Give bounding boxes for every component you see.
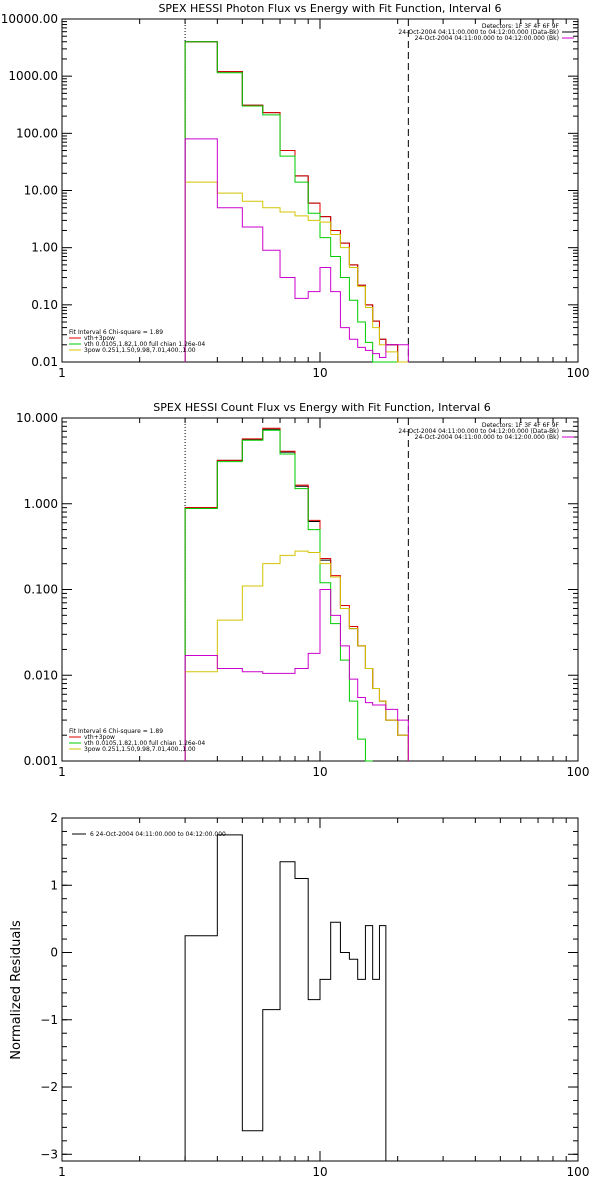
legend-bottom-entry: vth+3pow xyxy=(84,335,115,342)
series-data-bk xyxy=(184,428,409,761)
x-tick-label: 10 xyxy=(312,765,327,779)
legend-top-entry: 24-Oct-2004 04:11:00.000 to 04:12:00.000… xyxy=(415,35,559,42)
legend-bottom-entry: Fit Interval 6 Chi-square = 1.89 xyxy=(69,329,163,336)
y-tick-label: −2 xyxy=(40,1080,58,1094)
y-tick-label: 2 xyxy=(50,811,58,825)
series-3pow xyxy=(184,181,409,363)
series-3pow xyxy=(184,550,409,761)
count-flux-panel: SPEX HESSI Count Flux vs Energy with Fit… xyxy=(16,401,589,779)
y-tick-label: 1000.00 xyxy=(8,69,58,83)
legend-bottom-entry: vth 0.0105,1.82,1.00 full chian 1.26e-04 xyxy=(84,740,205,747)
x-tick-label: 100 xyxy=(567,366,590,380)
y-tick-label: 0.100 xyxy=(24,583,58,597)
photon-flux-title: SPEX HESSI Photon Flux vs Energy with Fi… xyxy=(158,2,501,15)
y-tick-label: 10.000 xyxy=(16,411,58,425)
y-tick-label: 10.00 xyxy=(24,184,58,198)
x-tick-label: 10 xyxy=(312,1165,327,1179)
legend-bottom-entry: vth 0.0105,1.82,1.00 full chian 1.26e-04 xyxy=(84,341,205,348)
residuals-legend: 6 24-Oct-2004 04:11:00.000 to 04:12:00.0… xyxy=(72,831,226,838)
y-tick-label: 0.010 xyxy=(24,668,58,682)
y-tick-label: 1.000 xyxy=(24,497,58,511)
x-tick-label: 10 xyxy=(312,366,327,380)
x-tick-label: 100 xyxy=(567,765,590,779)
photon-flux-panel: SPEX HESSI Photon Flux vs Energy with Fi… xyxy=(1,2,590,380)
legend-entry: 6 24-Oct-2004 04:11:00.000 to 04:12:00.0… xyxy=(90,831,226,838)
legend-bottom-entry: 3pow 0.251,1.50,9.98,7.01,400.,1.00 xyxy=(84,746,196,753)
legend-bottom-entry: vth+3pow xyxy=(84,734,115,741)
y-tick-label: 0.001 xyxy=(24,754,58,768)
x-tick-label: 1 xyxy=(58,1165,66,1179)
y-tick-label: 0 xyxy=(50,946,58,960)
x-tick-label: 1 xyxy=(58,765,66,779)
y-tick-label: −3 xyxy=(40,1147,58,1161)
count-flux-series xyxy=(184,418,409,762)
legend-bottom-entry: 3pow 0.251,1.50,9.98,7.01,400.,1.00 xyxy=(84,347,196,354)
photon-flux-axes: 1 10 100 0.01 0.10 1.00 10.00 100.00 1000.00 1000… xyxy=(1,12,590,380)
residuals-panel: Normalized Residuals 1 10 100 −3 −2 −1 0 1 2 6 2… xyxy=(9,811,589,1179)
series-vth xyxy=(184,41,398,363)
x-tick-label: 1 xyxy=(58,366,66,380)
legend-top-entry: Detectors: 1F 3F 4F 6F 9F xyxy=(482,23,560,30)
legend-top-entry: Detectors: 1F 3F 4F 6F 9F xyxy=(482,422,560,429)
series-vth xyxy=(184,429,373,762)
residuals-y-axis-label: Normalized Residuals xyxy=(9,920,24,1060)
legend-top-entry: 24-Oct-2004 04:11:00.000 to 04:12:00.000… xyxy=(398,29,559,36)
residuals-axes: 1 10 100 −3 −2 −1 0 1 2 xyxy=(40,811,589,1179)
series-bk xyxy=(184,589,409,761)
count-flux-axes: 1 10 100 0.001 0.010 0.100 1.000 10.000 xyxy=(16,411,589,779)
y-tick-label: 1.00 xyxy=(31,241,58,255)
legend-top-entry: 24-Oct-2004 04:11:00.000 to 04:12:00.000… xyxy=(398,428,559,435)
y-tick-label: 0.01 xyxy=(31,355,58,369)
y-tick-label: 0.10 xyxy=(31,298,58,312)
residuals-series xyxy=(184,834,387,1161)
y-tick-label: −1 xyxy=(40,1013,58,1027)
y-tick-label: 100.00 xyxy=(16,126,58,140)
legend-top-entry: 24-Oct-2004 04:11:00.000 to 04:12:00.000… xyxy=(415,434,559,441)
count-flux-title: SPEX HESSI Count Flux vs Energy with Fit… xyxy=(153,401,490,414)
photon-flux-legend-bottom: Fit Interval 6 Chi-square = 1.89vth+3pow… xyxy=(69,329,205,354)
photon-flux-series xyxy=(184,19,409,363)
y-tick-label: 1 xyxy=(50,878,58,892)
legend-bottom-entry: Fit Interval 6 Chi-square = 1.89 xyxy=(69,728,163,735)
photon-flux-plot-frame xyxy=(61,18,579,363)
series-vth-3pow xyxy=(184,427,409,761)
x-tick-label: 100 xyxy=(567,1165,590,1179)
y-tick-label: 10000.00 xyxy=(1,12,58,26)
count-flux-legend-bottom: Fit Interval 6 Chi-square = 1.89vth+3pow… xyxy=(69,728,205,753)
series-6-24-oct-2004-04-11-00-000-to-04-12-00-000 xyxy=(184,834,387,1161)
series-bk xyxy=(184,138,409,362)
